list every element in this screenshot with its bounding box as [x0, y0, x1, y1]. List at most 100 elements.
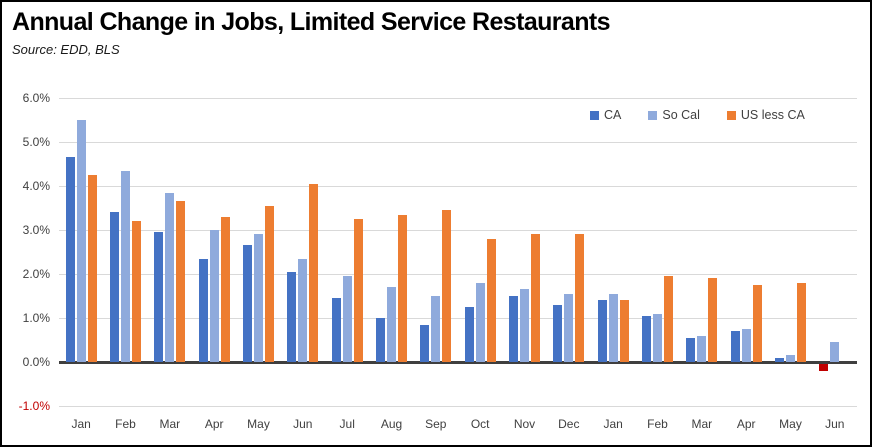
y-tick-label-2-0-: 2.0%	[22, 267, 50, 281]
bar-so-cal-13-feb	[653, 313, 662, 362]
bar-us-less-ca-16-may	[797, 282, 806, 362]
bar-us-less-ca-13-feb	[664, 276, 673, 362]
bar-so-cal-5-jun	[298, 258, 308, 362]
legend-item-us-less-ca: US less CA	[726, 108, 805, 122]
bar-so-cal-1-feb	[121, 170, 130, 362]
x-tick-label-14-mar: Mar	[691, 417, 713, 431]
chart-source: Source: EDD, BLS	[12, 42, 120, 57]
gridline-2-0-	[59, 274, 857, 275]
bar-so-cal-9-oct	[475, 282, 485, 362]
y-tick-label--1-0-: -1.0%	[18, 399, 50, 413]
bar-so-cal-6-jul	[342, 276, 352, 362]
bar-ca-16-may	[775, 357, 784, 362]
bar-so-cal-0-jan	[76, 120, 86, 362]
bar-ca-1-feb	[110, 212, 119, 362]
x-tick-label-3-apr: Apr	[204, 417, 224, 431]
bar-so-cal-16-may	[786, 355, 795, 362]
legend-label-ca: CA	[604, 108, 622, 122]
bar-ca-13-feb	[642, 315, 651, 362]
legend-label-us-less-ca: US less CA	[740, 108, 805, 122]
x-tick-label-4-may: May	[247, 417, 270, 431]
y-tick-label-3-0-: 3.0%	[22, 223, 50, 237]
legend-swatch-icon-so-cal	[648, 110, 658, 120]
bar-us-less-ca-7-aug	[398, 214, 407, 362]
bar-so-cal-4-may	[254, 234, 263, 362]
bar-so-cal-2-mar	[165, 192, 175, 362]
bar-ca-4-may	[243, 245, 252, 362]
bar-so-cal-3-apr	[209, 230, 219, 362]
bar-so-cal-14-mar	[697, 335, 707, 362]
bar-ca-15-apr	[730, 331, 740, 362]
x-tick-label-6-jul: Jul	[339, 417, 355, 431]
bar-us-less-ca-1-feb	[132, 221, 141, 362]
legend: CA So Cal US less CA	[590, 108, 805, 122]
x-tick-label-1-feb: Feb	[115, 417, 136, 431]
bar-ca-8-sep	[420, 324, 430, 362]
gridline-3-0-	[59, 230, 857, 231]
gridline-5-0-	[59, 142, 857, 143]
bar-us-less-ca-0-jan	[87, 175, 97, 362]
bar-us-less-ca-4-may	[265, 205, 274, 362]
gridline-6-0-	[59, 98, 857, 99]
bar-us-less-ca-12-jan	[619, 300, 629, 362]
bar-us-less-ca-10-nov	[531, 234, 540, 362]
x-tick-label-12-jan: Jan	[603, 417, 623, 431]
gridline-1-0-	[59, 318, 857, 319]
bar-us-less-ca-6-jul	[353, 219, 363, 362]
bar-ca-12-jan	[597, 300, 607, 362]
bar-ca-3-apr	[198, 258, 208, 362]
bar-us-less-ca-5-jun	[309, 183, 319, 362]
x-tick-label-8-sep: Sep	[425, 417, 447, 431]
x-tick-label-5-jun: Jun	[293, 417, 313, 431]
y-tick-label-0-0-: 0.0%	[22, 355, 50, 369]
bar-us-less-ca-14-mar	[708, 278, 718, 362]
y-tick-label-1-0-: 1.0%	[22, 311, 50, 325]
x-tick-label-2-mar: Mar	[159, 417, 181, 431]
bar-ca-9-oct	[464, 307, 474, 362]
x-tick-label-7-aug: Aug	[380, 417, 403, 431]
x-tick-label-11-dec: Dec	[558, 417, 580, 431]
legend-label-so-cal: So Cal	[662, 108, 700, 122]
bar-ca-11-dec	[553, 304, 563, 362]
y-tick-label-6-0-: 6.0%	[22, 91, 50, 105]
gridline--1-0-	[59, 406, 857, 407]
bar-so-cal-15-apr	[741, 329, 751, 362]
x-tick-label-16-may: May	[779, 417, 802, 431]
y-tick-label-4-0-: 4.0%	[22, 179, 50, 193]
bar-us-less-ca-11-dec	[575, 234, 585, 362]
bar-ca-6-jul	[331, 298, 341, 362]
x-tick-label-0-jan: Jan	[71, 417, 91, 431]
bar-ca-0-jan	[65, 157, 75, 362]
bar-us-less-ca-8-sep	[442, 210, 452, 362]
bar-so-cal-10-nov	[520, 289, 529, 362]
bar-so-cal-17-jun	[830, 342, 840, 362]
legend-swatch-icon-ca	[590, 110, 599, 120]
x-axis-line	[59, 361, 857, 364]
x-tick-label-10-nov: Nov	[513, 417, 536, 431]
bar-us-less-ca-9-oct	[486, 238, 496, 362]
bar-so-cal-8-sep	[431, 296, 441, 362]
legend-item-ca: CA	[590, 108, 621, 122]
x-tick-label-13-feb: Feb	[647, 417, 668, 431]
bar-ca-7-aug	[376, 318, 385, 362]
bar-ca-5-jun	[287, 271, 297, 362]
bar-ca-14-mar	[686, 337, 696, 362]
bar-so-cal-7-aug	[387, 287, 396, 362]
x-tick-label-15-apr: Apr	[736, 417, 756, 431]
bar-ca-2-mar	[154, 232, 164, 362]
legend-item-so-cal: So Cal	[648, 108, 700, 122]
bar-us-less-ca-2-mar	[176, 201, 186, 362]
gridline-4-0-	[59, 186, 857, 187]
y-tick-label-5-0-: 5.0%	[22, 135, 50, 149]
bar-us-less-ca-3-apr	[220, 216, 230, 362]
chart-title: Annual Change in Jobs, Limited Service R…	[12, 8, 611, 36]
bar-ca-17-jun	[819, 364, 829, 371]
bar-us-less-ca-15-apr	[752, 285, 762, 362]
bar-so-cal-11-dec	[564, 293, 574, 362]
x-tick-label-9-oct: Oct	[470, 417, 490, 431]
legend-swatch-icon-us-less-ca	[726, 110, 736, 120]
bar-ca-10-nov	[509, 296, 518, 362]
x-tick-label-17-jun: Jun	[825, 417, 845, 431]
